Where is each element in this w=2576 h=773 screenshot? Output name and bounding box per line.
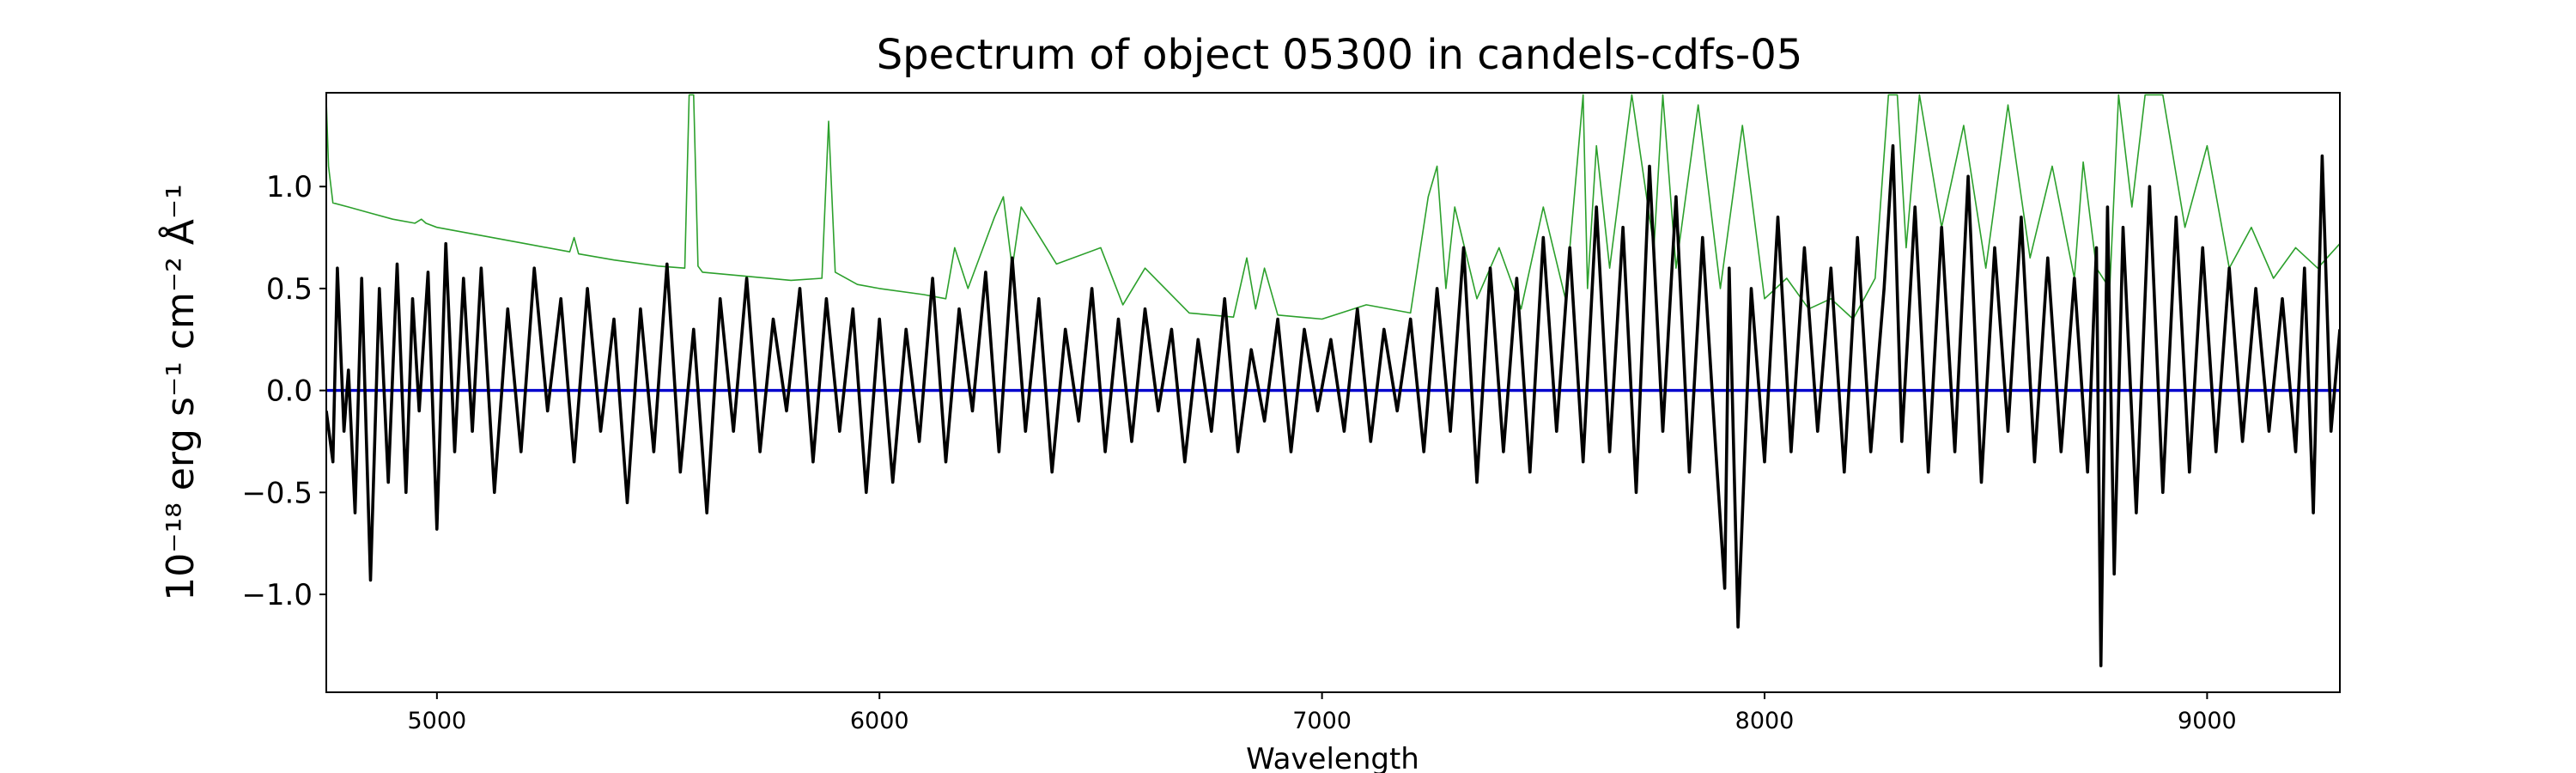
flux-series-line	[326, 143, 2340, 667]
y-tick-label: 1.0	[266, 170, 313, 204]
error-series-line	[326, 94, 2340, 320]
y-axis: −1.0 −0.5 0.0 0.5 1.0	[241, 170, 326, 612]
x-tick-label: 7000	[1292, 708, 1352, 734]
y-tick-label: 0.0	[266, 374, 313, 409]
x-tick-label: 5000	[407, 708, 466, 734]
y-tick-label: −0.5	[241, 476, 313, 510]
chart-title: Spectrum of object 05300 in candels-cdfs…	[877, 31, 1803, 79]
plot-frame	[325, 92, 2341, 693]
x-tick-label: 6000	[850, 708, 909, 734]
x-axis-label: Wavelength	[1246, 742, 1419, 773]
series-layer	[326, 94, 2340, 667]
x-axis: 5000 6000 7000 8000 9000	[407, 692, 2237, 734]
y-tick-label: −1.0	[241, 578, 313, 612]
x-tick-label: 8000	[1735, 708, 1795, 734]
y-axis-label: 10⁻¹⁸ erg s⁻¹ cm⁻² Å⁻¹	[157, 184, 203, 600]
y-tick-label: 0.5	[266, 272, 313, 307]
x-tick-label: 9000	[2178, 708, 2237, 734]
